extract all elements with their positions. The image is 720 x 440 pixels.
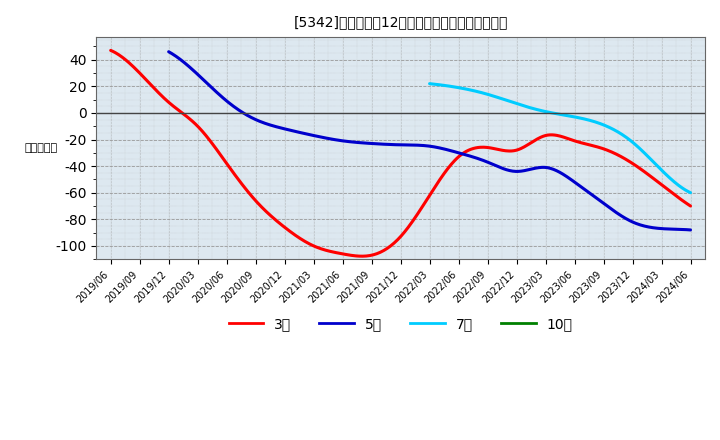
Legend: 3年, 5年, 7年, 10年: 3年, 5年, 7年, 10年 [223, 312, 578, 337]
Y-axis label: （百万円）: （百万円） [24, 143, 58, 153]
Title: [5342]　経常利益12か月移動合計の平均値の推移: [5342] 経常利益12か月移動合計の平均値の推移 [294, 15, 508, 29]
